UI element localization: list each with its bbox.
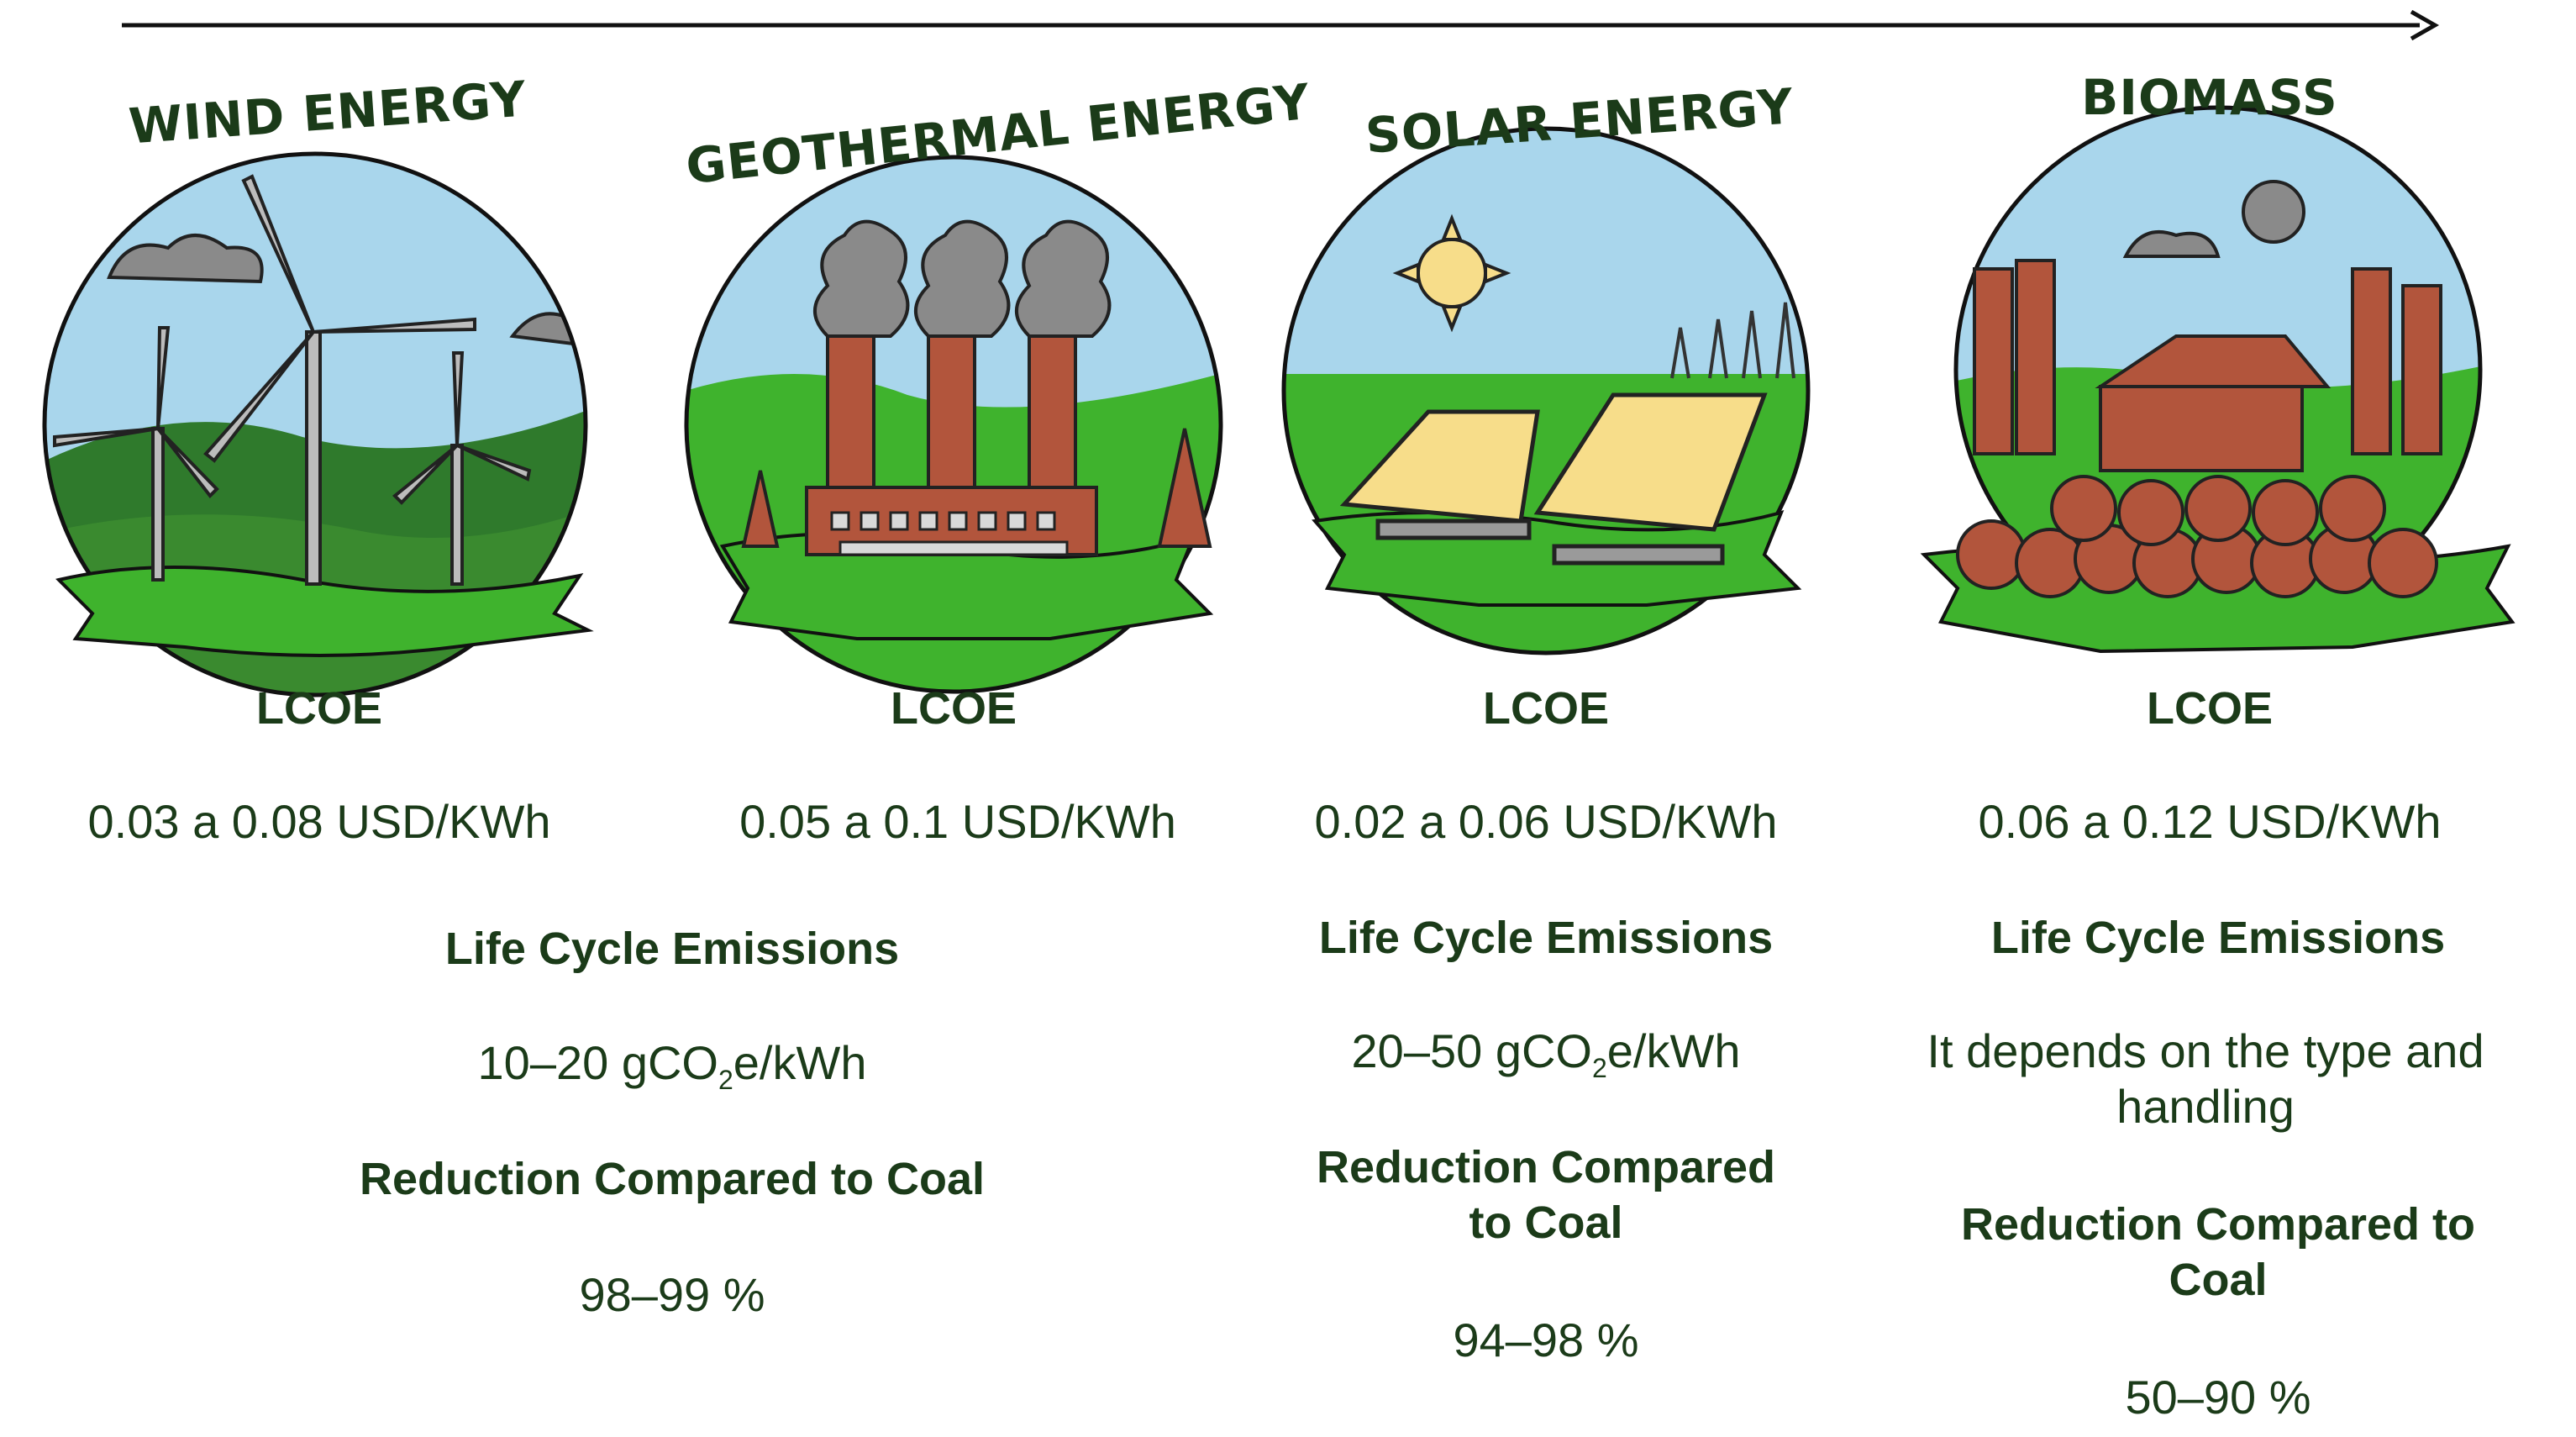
biomass-reduction-label: Reduction Compared to Coal [1960,1199,2475,1305]
biomass-reduction-value: 50–90 % [2125,1371,2311,1424]
wind-geothermal-reduction-label: Reduction Compared to Coal [359,1154,986,1204]
wind-lcoe-label: LCOE [255,683,382,734]
geothermal-lcoe-label: LCOE [890,683,1017,734]
biomass-plant-icon [1920,105,2516,654]
solar-reduction-value: 94–98 % [1453,1313,1639,1366]
solar-emissions-value: 20–50 gCO2e/kWh [1351,1024,1741,1084]
wind-geothermal-emissions-value: 10–20 gCO2e/kWh [477,1036,867,1096]
biomass-lcoe-label: LCOE [2146,683,2273,734]
solar-emissions-label: Life Cycle Emissions [1318,913,1774,963]
biomass-emissions-value: It depends on the type and handling [1927,1024,2484,1133]
right-arrow [122,9,2440,41]
wind-geothermal-reduction-value: 98–99 % [579,1268,765,1321]
geothermal-plant-icon [684,155,1223,694]
biomass-title: BIOMASS [2081,69,2338,126]
wind-geothermal-emissions-label: Life Cycle Emissions [444,924,900,974]
geothermal-lcoe-value: 0.05 a 0.1 USD/KWh [739,795,1176,848]
solar-reduction-label: Reduction Compared to Coal [1316,1142,1776,1248]
biomass-lcoe-value: 0.06 a 0.12 USD/KWh [1978,795,2442,848]
solar-lcoe-label: LCOE [1482,683,1609,734]
solar-lcoe-value: 0.02 a 0.06 USD/KWh [1314,795,1778,848]
wind-lcoe-value: 0.03 a 0.08 USD/KWh [87,795,551,848]
sun-icon [1392,213,1511,333]
wind-turbine-icon [42,151,594,697]
biomass-emissions-label: Life Cycle Emissions [1990,913,2446,963]
solar-panel-icon [1281,126,1811,655]
